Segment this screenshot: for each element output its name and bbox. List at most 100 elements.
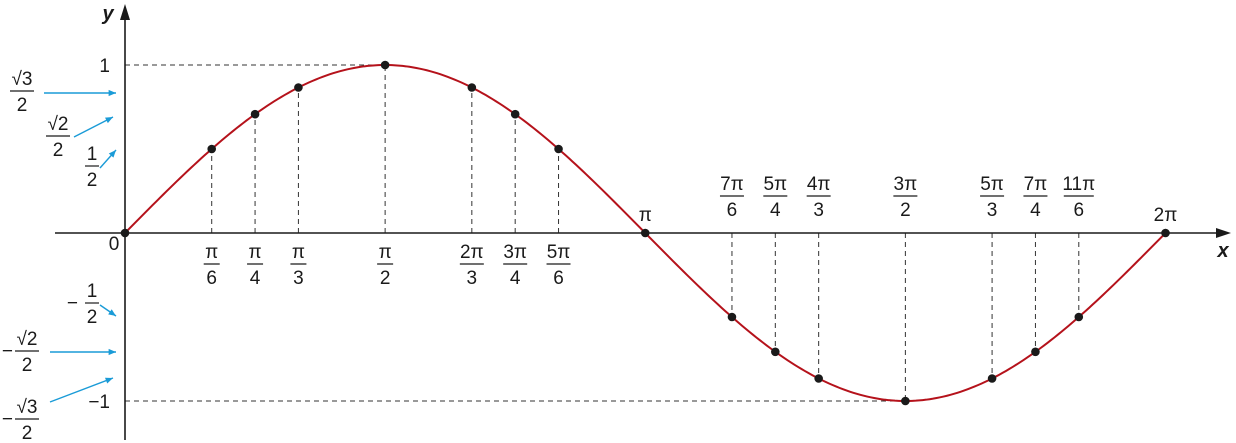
x-tick-denominator: 4: [770, 200, 781, 221]
y-tick-label: −1: [88, 392, 110, 413]
x-tick-denominator: 2: [380, 268, 391, 289]
data-point: [814, 374, 823, 383]
callout-arrowhead: [108, 348, 116, 356]
callout-numerator: 1: [87, 144, 98, 165]
x-tick-fraction: π6: [203, 242, 220, 289]
y-callouts: √32√22 12−12−√22−√32: [2, 69, 117, 443]
callout-denominator: 2: [87, 170, 98, 191]
x-tick-fraction: 5π6: [546, 242, 571, 289]
callout-numerator: √2: [48, 114, 69, 135]
y-callout: −√3 2: [2, 377, 114, 443]
callout-arrowhead: [108, 89, 116, 97]
data-point: [640, 228, 650, 238]
x-tick-denominator: 6: [727, 200, 738, 221]
x-tick-numerator: 7π: [720, 174, 744, 195]
y-callout: 12: [85, 144, 117, 191]
callout-arrowhead: [108, 309, 116, 316]
x-tick-denominator: 3: [813, 200, 824, 221]
callout-numerator: 1: [87, 281, 98, 302]
y-axis-arrowhead: [120, 4, 130, 20]
x-tick-labels: π6π4π3π22π33π45π6π7π65π44π33π25π37π411π6…: [203, 174, 1178, 289]
x-tick-denominator: 2: [900, 200, 911, 221]
data-point: [554, 144, 563, 154]
data-point: [380, 60, 390, 70]
x-tick-fraction: 7π6: [719, 174, 744, 221]
data-point: [1031, 347, 1040, 357]
guide-lines: [125, 64, 1080, 402]
x-tick-denominator: 4: [250, 268, 261, 289]
x-tick-numerator: 5π: [547, 242, 571, 263]
x-tick-denominator: 4: [1030, 200, 1041, 221]
callout-arrow: [49, 377, 114, 403]
x-tick-numerator: 3π: [894, 174, 918, 195]
x-tick-numerator: π: [205, 242, 218, 263]
callout-denominator: 2: [53, 140, 64, 161]
y-callout: −√2 2: [2, 329, 116, 376]
x-tick-fraction: π4: [247, 242, 264, 289]
data-point: [467, 83, 477, 92]
x-tick-label: π: [639, 205, 652, 226]
x-axis-label: x: [1216, 240, 1229, 262]
data-point: [294, 83, 303, 92]
x-tick-fraction: 5π4: [763, 174, 788, 221]
x-tick-numerator: 3π: [503, 242, 527, 263]
x-axis-arrowhead: [1216, 228, 1231, 238]
callout-arrowhead: [105, 117, 113, 124]
y-tick-labels: 1 −1: [88, 56, 110, 413]
x-tick-numerator: 2π: [460, 242, 484, 263]
data-point: [727, 312, 737, 322]
data-point: [510, 109, 520, 119]
callout-arrowhead: [105, 377, 113, 384]
x-tick-numerator: π: [249, 242, 262, 263]
callout-sign: −: [2, 409, 13, 430]
y-callout: −1 2: [67, 281, 117, 328]
data-points: [120, 60, 1170, 406]
callout-arrowhead: [108, 150, 116, 158]
data-point: [901, 396, 910, 406]
x-tick-fraction: 4π3: [806, 174, 831, 221]
x-tick-numerator: 11π: [1062, 174, 1095, 195]
x-tick-denominator: 3: [467, 268, 478, 289]
y-tick-label: 1: [99, 56, 110, 77]
callout-numerator: √2: [17, 329, 38, 350]
x-tick-denominator: 6: [206, 268, 217, 289]
origin-label: 0: [109, 234, 120, 255]
x-tick-fraction: 5π3: [980, 174, 1005, 221]
data-point: [1161, 228, 1170, 238]
x-tick-denominator: 6: [1074, 200, 1085, 221]
x-tick-denominator: 3: [293, 268, 304, 289]
y-callout: √32: [10, 69, 116, 116]
callout-sign: −: [67, 293, 78, 314]
callout-denominator: 2: [22, 423, 33, 443]
x-tick-numerator: π: [379, 242, 392, 263]
x-tick-fraction: 2π3: [459, 242, 484, 289]
x-tick-fraction: 3π4: [503, 242, 528, 289]
callout-numerator: √3: [17, 397, 38, 418]
x-tick-denominator: 6: [553, 268, 564, 289]
x-tick-numerator: 5π: [980, 174, 1004, 195]
callout-denominator: 2: [87, 307, 98, 328]
x-tick-denominator: 4: [510, 268, 521, 289]
callout-denominator: 2: [17, 95, 28, 116]
x-tick-label: 2π: [1154, 205, 1178, 226]
data-point: [207, 144, 217, 154]
x-tick-numerator: 5π: [763, 174, 787, 195]
axes: x y 0: [55, 3, 1231, 440]
data-point: [250, 109, 260, 119]
x-tick-denominator: 3: [987, 200, 998, 221]
x-tick-fraction: π3: [290, 242, 307, 289]
data-point: [120, 228, 130, 238]
callout-denominator: 2: [22, 355, 33, 376]
x-tick-numerator: π: [292, 242, 305, 263]
x-tick-numerator: 4π: [807, 174, 831, 195]
y-axis-label: y: [101, 3, 114, 25]
callout-sign: −: [2, 341, 13, 362]
data-point: [771, 347, 780, 357]
x-tick-fraction: 7π4: [1023, 174, 1048, 221]
data-point: [1074, 312, 1084, 322]
y-callout: √22: [46, 114, 114, 161]
x-tick-fraction: π2: [377, 242, 394, 289]
x-tick-fraction: 3π2: [893, 174, 918, 221]
